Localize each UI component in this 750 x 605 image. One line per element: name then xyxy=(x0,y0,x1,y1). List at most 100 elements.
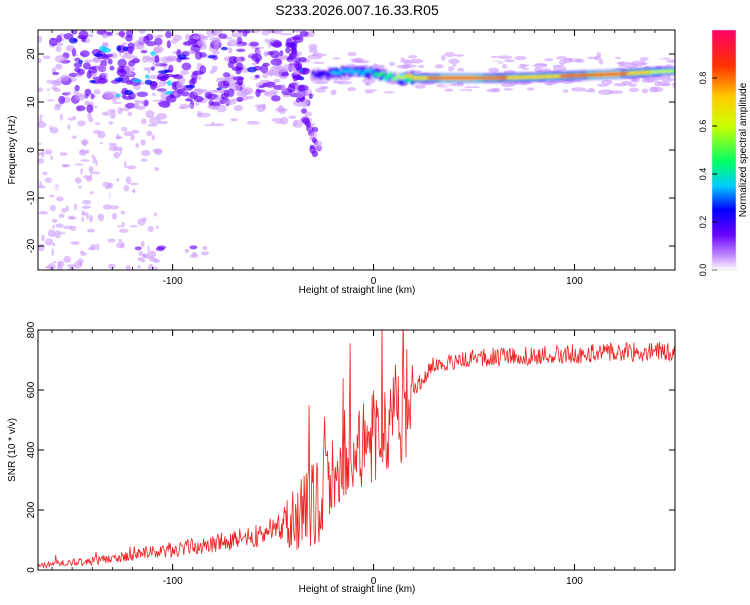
spectrogram-cell xyxy=(236,30,243,33)
spectrogram-cell xyxy=(301,90,309,98)
spectrogram-cell xyxy=(196,40,206,47)
spectrogram-cell xyxy=(608,90,623,95)
spectrogram-ridge-cell xyxy=(398,77,402,85)
spectrogram-cell xyxy=(598,59,604,65)
spectrogram-cell xyxy=(288,115,297,119)
spectrogram-cell xyxy=(137,265,141,269)
spectrogram-cell xyxy=(144,74,150,79)
spectrogram-ridge-cell xyxy=(572,74,576,78)
spectrogram-cell xyxy=(38,87,44,92)
spectrogram-cell xyxy=(131,190,135,193)
spectrogram-cell xyxy=(134,246,142,251)
spectrogram-cell xyxy=(54,55,66,63)
spectrogram-cell xyxy=(539,68,552,73)
snr-ticks: -100 0 100 0 200 400 600 800 xyxy=(26,321,676,587)
spectrogram-ridge-cell xyxy=(355,70,359,74)
spectrogram-cell xyxy=(51,248,55,257)
spectrogram-cell xyxy=(236,36,243,45)
spectrogram-cell xyxy=(412,70,422,73)
spectrogram-ridge-cell xyxy=(610,72,615,76)
spectrogram-cell xyxy=(71,48,77,57)
spectrogram-ridge-cell xyxy=(393,77,398,81)
spectrogram-ridge-cell xyxy=(441,76,446,80)
spectrogram-ridge-cell xyxy=(644,70,648,74)
spectrogram-cell xyxy=(418,64,425,69)
snr-frame xyxy=(37,329,676,571)
spectrogram-ytick-label: 20 xyxy=(26,48,37,60)
spectrogram-cell xyxy=(236,48,246,52)
spectrogram-cell xyxy=(514,55,527,61)
spectrogram-cell xyxy=(82,62,91,70)
spectrogram-cell xyxy=(194,51,203,60)
spectrogram-ridge-cell xyxy=(543,75,547,79)
spectrogram-cell xyxy=(308,93,313,100)
spectrogram-cell xyxy=(108,144,118,152)
spectrogram-ridge-cell xyxy=(632,71,636,75)
spectrogram-cell xyxy=(192,251,197,256)
spectrogram-cell xyxy=(68,266,75,270)
spectrogram-ridge-cell xyxy=(311,74,316,82)
spectrogram-cell xyxy=(89,214,93,223)
spectrogram-cell xyxy=(172,74,184,80)
spectrogram-cell xyxy=(444,51,456,58)
spectrogram-ridge-cell xyxy=(364,69,369,73)
spectrogram-cell xyxy=(116,242,124,249)
spectrogram-ridge-cell xyxy=(521,75,525,79)
spectrogram-cell xyxy=(264,81,276,88)
snr-ytick-label: 800 xyxy=(26,321,37,338)
spectrogram-cell xyxy=(347,51,357,57)
snr-ylabel: SNR (10 * v/v) xyxy=(7,418,18,482)
spectrogram-ridge-cell xyxy=(386,74,390,78)
spectrogram-ridge-cell xyxy=(458,76,463,80)
spectrogram-cell xyxy=(261,30,270,36)
spectrogram-cell xyxy=(236,62,243,71)
spectrogram-cell xyxy=(89,191,94,195)
spectrogram-cell xyxy=(260,64,269,74)
spectrogram-ridge-cell xyxy=(396,74,400,78)
spectrogram-cell xyxy=(140,158,148,162)
spectrogram-cell xyxy=(601,79,613,85)
spectrogram-ridge-cell xyxy=(502,76,506,80)
spectrogram-cell xyxy=(144,79,153,85)
spectrogram-cell xyxy=(187,103,194,109)
spectrogram-cell xyxy=(408,58,424,64)
spectrogram-cell xyxy=(125,265,131,270)
spectrogram-cell xyxy=(209,69,216,74)
spectrogram-cell xyxy=(80,139,89,146)
spectrogram-cell xyxy=(227,60,235,69)
spectrogram-cell xyxy=(57,261,61,267)
spectrogram-cell xyxy=(568,58,582,63)
spectrogram-cell xyxy=(138,251,144,256)
spectrogram-cell xyxy=(50,177,61,183)
spectrogram-ridge-cell xyxy=(540,75,545,79)
spectrogram-cell xyxy=(141,253,149,258)
spectrogram-cell xyxy=(84,88,92,96)
spectrogram-ridge-cell xyxy=(497,76,501,80)
spectrogram-cell xyxy=(73,203,77,211)
spectrogram-cell xyxy=(67,123,71,130)
spectrogram-cell xyxy=(86,214,89,220)
spectrogram-cell xyxy=(118,30,126,38)
spectrogram-cell xyxy=(51,218,58,223)
spectrogram-cell xyxy=(102,90,113,100)
spectrogram-cell xyxy=(208,89,218,94)
spectrogram-cell xyxy=(94,174,103,179)
spectrogram-cell xyxy=(339,77,350,81)
spectrogram-cell xyxy=(74,93,87,101)
spectrogram-ridge-cell xyxy=(499,76,504,80)
spectrogram-ridge-cell xyxy=(581,73,586,77)
spectrogram-ridge-cell xyxy=(651,70,656,74)
spectrogram-cell xyxy=(586,56,598,60)
spectrogram-cell xyxy=(84,59,93,63)
spectrogram-ridge-cell xyxy=(446,76,451,80)
spectrogram-ridge-cell xyxy=(538,75,542,79)
spectrogram-cell xyxy=(84,100,90,106)
spectrogram-cell xyxy=(92,156,97,164)
spectrogram-cell xyxy=(306,124,311,129)
spectrogram-cell xyxy=(213,42,220,52)
spectrogram-cell xyxy=(122,42,128,46)
spectrogram-cell xyxy=(140,139,146,146)
spectrogram-cell xyxy=(93,89,101,95)
spectrogram-cell xyxy=(184,33,191,41)
spectrogram-ridge-cell xyxy=(379,67,383,77)
